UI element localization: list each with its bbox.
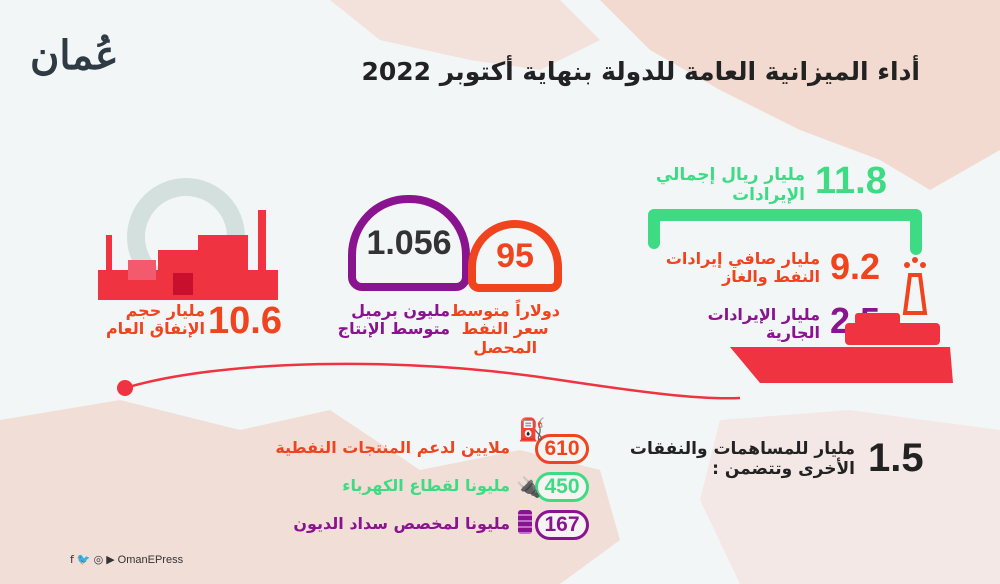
oil-products-pill: 610 (535, 434, 589, 464)
logo: عُمان (30, 32, 119, 79)
total-revenue-label: مليار ريال إجمالي الإيرادات (655, 165, 805, 205)
label-line: مليون برميل (351, 301, 450, 320)
muscat-skyline-icon (98, 178, 278, 300)
twitter-icon[interactable]: 🐦 (76, 553, 91, 566)
debt-label: مليونا لمخصص سداد الديون (293, 514, 510, 533)
pill-value: 167 (544, 513, 580, 536)
total-revenue-value: 11.8 (815, 160, 887, 202)
label-line: مليار حجم (125, 301, 205, 320)
debt-pill: 167 (535, 510, 589, 540)
production-badge: 1.056 (348, 195, 470, 291)
page-title: أداء الميزانية العامة للدولة بنهاية أكتو… (361, 57, 920, 86)
electricity-label: مليونا لقطاع الكهرباء (342, 476, 510, 495)
label-line: سعر النفط (461, 319, 549, 339)
oil-gas-revenue-label: مليار صافي إيرادات النفط والغاز (665, 249, 820, 287)
label-line: متوسط الإنتاج (337, 319, 450, 339)
youtube-icon[interactable]: ▶ (106, 553, 115, 566)
oil-products-label: ملايين لدعم المنتجات النفطية (275, 438, 510, 457)
plug-icon: 🔌 (516, 475, 541, 499)
contributions-value: 1.5 (868, 436, 924, 480)
social-handle: OmanEPress (117, 553, 184, 566)
facebook-icon[interactable]: f (70, 553, 74, 566)
revenue-bracket (648, 209, 922, 255)
label-line: مليار ريال إجمالي (655, 165, 805, 185)
label-line: مليار صافي إيرادات (665, 249, 820, 268)
label-line: مليار للمساهمات والنفقات (629, 439, 855, 459)
footer-social: f 🐦 ◎ ▶ OmanEPress (70, 553, 183, 566)
oil-rig-icon: ⛽ (518, 418, 546, 443)
label-line: الإيرادات (732, 184, 805, 205)
oil-tanker-icon (730, 257, 953, 383)
label-line: الإنفاق العام (105, 319, 205, 339)
oil-price-badge: 95 (468, 220, 562, 292)
label-line: مليار الإيرادات (707, 305, 820, 324)
timeline-curve (117, 362, 741, 400)
electricity-pill: 450 (535, 472, 589, 502)
oil-price-label: دولاراً متوسط سعر النفط المحصل (450, 301, 560, 357)
production-value: 1.056 (366, 223, 452, 262)
pill-value: 450 (544, 475, 580, 498)
spending-value: 10.6 (208, 300, 282, 342)
pill-value: 610 (544, 437, 580, 460)
contributions-label: مليار للمساهمات والنفقات الأخرى وتتضمن : (629, 439, 855, 479)
instagram-icon[interactable]: ◎ (93, 553, 104, 566)
label-line: دولاراً متوسط (450, 301, 560, 320)
oil-price-value: 95 (496, 236, 534, 275)
production-label: مليون برميل متوسط الإنتاج (337, 301, 450, 339)
label-line: الجارية (766, 323, 820, 343)
label-line: الأخرى وتتضمن : (712, 458, 855, 479)
label-line: النفط والغاز (722, 267, 820, 287)
spending-label: مليار حجم الإنفاق العام (105, 301, 205, 339)
coins-icon (518, 510, 532, 534)
current-revenue-label: مليار الإيرادات الجارية (707, 305, 820, 343)
label-line: المحصل (473, 337, 538, 357)
oil-gas-revenue-value: 9.2 (830, 246, 881, 287)
